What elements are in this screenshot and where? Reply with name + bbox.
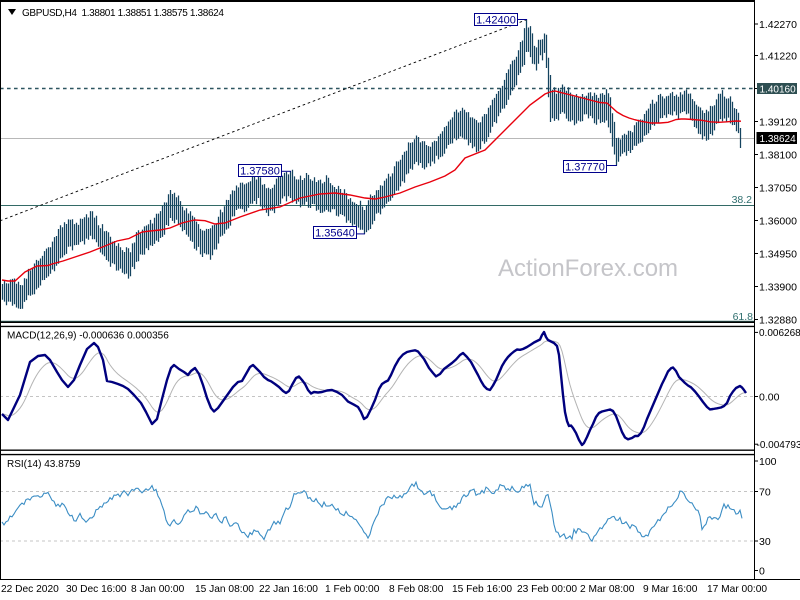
svg-text:GBPUSD,H4 1.38801 1.38851 1.3: GBPUSD,H4 1.38801 1.38851 1.38575 1.3862… (22, 8, 224, 19)
svg-text:ActionForex.com: ActionForex.com (498, 255, 678, 282)
svg-text:38.2: 38.2 (732, 194, 753, 206)
svg-text:17 Mar 00:00: 17 Mar 00:00 (707, 584, 767, 595)
svg-text:MACD(12,26,9) -0.000636 0.0003: MACD(12,26,9) -0.000636 0.000356 (7, 331, 169, 342)
svg-text:1 Feb 00:00: 1 Feb 00:00 (325, 584, 380, 595)
svg-text:15 Jan 08:00: 15 Jan 08:00 (195, 584, 254, 595)
svg-text:1.39120: 1.39120 (759, 116, 797, 128)
svg-text:30 Dec 16:00: 30 Dec 16:00 (66, 584, 127, 595)
svg-text:1.37580: 1.37580 (240, 166, 280, 178)
svg-text:61.8: 61.8 (733, 311, 754, 323)
svg-text:15 Feb 16:00: 15 Feb 16:00 (452, 584, 512, 595)
svg-text:1.40160: 1.40160 (760, 84, 797, 95)
svg-text:1.38100: 1.38100 (759, 149, 797, 161)
svg-text:1.32880: 1.32880 (759, 314, 797, 326)
svg-text:1.37770: 1.37770 (565, 162, 605, 174)
svg-text:1.33900: 1.33900 (759, 281, 797, 293)
svg-text:8 Feb 08:00: 8 Feb 08:00 (389, 584, 444, 595)
svg-text:30: 30 (759, 536, 771, 548)
svg-text:70: 70 (759, 486, 771, 498)
svg-text:2 Mar 08:00: 2 Mar 08:00 (580, 584, 635, 595)
svg-text:1.36000: 1.36000 (759, 215, 797, 227)
svg-text:0.00: 0.00 (759, 391, 780, 403)
svg-text:-0.004793: -0.004793 (757, 440, 800, 451)
svg-text:100: 100 (759, 456, 777, 468)
svg-text:23 Feb 00:00: 23 Feb 00:00 (517, 584, 577, 595)
svg-text:9 Mar 16:00: 9 Mar 16:00 (643, 584, 698, 595)
svg-text:1.42400: 1.42400 (476, 15, 516, 27)
svg-text:22 Dec 2020: 22 Dec 2020 (1, 584, 59, 595)
svg-text:8 Jan 00:00: 8 Jan 00:00 (131, 584, 185, 595)
svg-text:1.37050: 1.37050 (759, 182, 797, 194)
svg-text:1.42270: 1.42270 (759, 19, 797, 31)
svg-text:22 Jan 16:00: 22 Jan 16:00 (259, 584, 318, 595)
svg-text:0.006268: 0.006268 (759, 328, 800, 339)
svg-text:1.38624: 1.38624 (760, 134, 797, 145)
svg-text:1.41220: 1.41220 (759, 50, 797, 62)
svg-text:RSI(14) 43.8759: RSI(14) 43.8759 (7, 459, 81, 470)
svg-text:1.34950: 1.34950 (759, 248, 797, 260)
svg-text:0: 0 (759, 565, 765, 577)
svg-text:1.35640: 1.35640 (315, 228, 355, 240)
